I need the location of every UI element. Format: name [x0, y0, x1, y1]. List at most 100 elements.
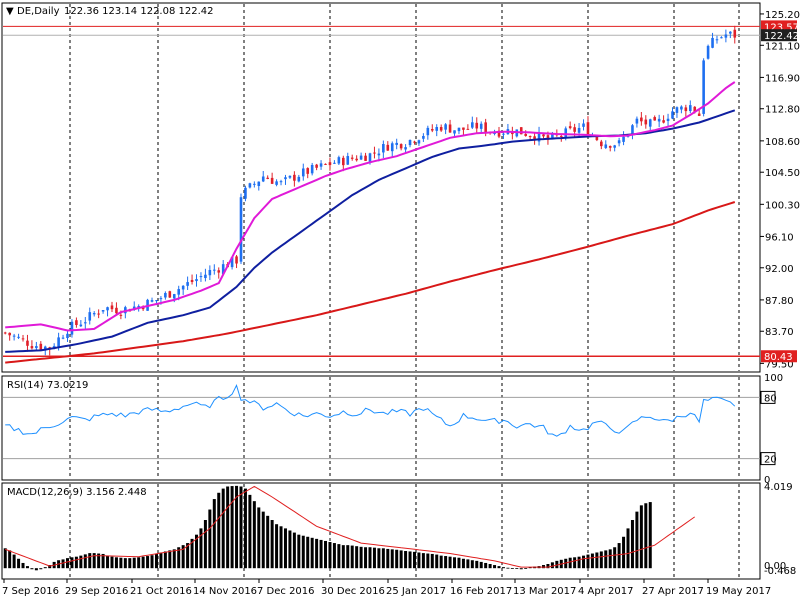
macd-bar-29 — [132, 557, 136, 569]
macd-bar-110 — [493, 565, 497, 569]
candle-body-150 — [671, 111, 674, 119]
candle-body-69 — [310, 164, 314, 174]
candle-body-54 — [244, 187, 247, 199]
macd-bar-32 — [146, 556, 150, 569]
candle-body-147 — [657, 118, 661, 122]
x-label-3: 14 Nov 2016 — [193, 586, 257, 597]
macd-bar-99 — [444, 556, 448, 569]
price-label-1: 122.42 — [764, 31, 799, 42]
macd-bar-85 — [381, 548, 385, 569]
rsi-title: RSI(14) 73.0219 — [7, 380, 88, 391]
candle-body-101 — [453, 130, 456, 134]
macd-bar-75 — [337, 544, 341, 569]
candle-body-15 — [70, 321, 74, 335]
candle-body-58 — [261, 176, 265, 182]
macd-bar-36 — [163, 551, 167, 569]
ma-long-line — [5, 201, 736, 364]
macd-bar-50 — [226, 486, 230, 569]
macd-bar-127 — [568, 557, 572, 569]
candle-body-118 — [528, 136, 532, 138]
macd-bar-98 — [439, 555, 443, 569]
candle-body-2 — [12, 335, 16, 337]
x-label-5: 30 Dec 2016 — [321, 586, 385, 597]
candle-body-68 — [306, 168, 310, 174]
candle-body-79 — [355, 158, 358, 161]
vertical-gridlines — [69, 4, 740, 578]
macd-bar-74 — [332, 543, 336, 569]
candle-body-131 — [586, 122, 590, 136]
candle-body-102 — [457, 127, 461, 132]
candle-body-161 — [720, 37, 723, 39]
macd-bar-3 — [17, 558, 21, 569]
macd-bar-115 — [515, 568, 519, 569]
macd-bar-34 — [154, 553, 158, 569]
candle-body-26 — [119, 314, 123, 316]
candle-body-53 — [239, 197, 243, 262]
macd-bar-81 — [364, 547, 368, 569]
candle-body-5 — [26, 340, 29, 346]
macd-bar-71 — [319, 539, 323, 569]
candle-body-143 — [640, 117, 643, 122]
candle-body-127 — [568, 126, 572, 129]
candle-body-6 — [30, 346, 34, 349]
macd-bar-14 — [66, 558, 70, 569]
macd-bar-5 — [25, 566, 29, 569]
macd-bar-123 — [550, 562, 554, 569]
candle-body-145 — [648, 119, 652, 127]
macd-bar-117 — [524, 568, 528, 569]
macd-bar-44 — [199, 528, 203, 569]
macd-bar-141 — [630, 520, 634, 569]
macd-bar-140 — [626, 528, 630, 569]
macd-bar-84 — [377, 548, 381, 569]
macd-bar-86 — [386, 548, 390, 569]
macd-bar-108 — [484, 562, 488, 569]
candle-body-51 — [230, 257, 234, 268]
price-tick-label-4: 108.60 — [765, 137, 800, 148]
macd-bar-52 — [235, 485, 239, 569]
x-label-10: 27 Apr 2017 — [642, 586, 704, 597]
macd-bar-48 — [217, 492, 221, 569]
candle-body-117 — [524, 133, 527, 136]
candle-body-154 — [688, 105, 692, 112]
x-label-11: 19 May 2017 — [706, 586, 771, 597]
candle-body-42 — [190, 279, 194, 282]
candle-body-4 — [21, 338, 25, 340]
candle-body-76 — [342, 157, 345, 166]
macd-bar-88 — [395, 549, 399, 569]
macd-bar-24 — [110, 556, 114, 569]
price-label-0: 123.57 — [764, 22, 799, 33]
macd-bar-58 — [261, 511, 265, 569]
macd-bar-105 — [470, 560, 474, 569]
rsi-line — [5, 384, 736, 437]
macd-bar-87 — [390, 549, 394, 569]
candle-body-49 — [221, 264, 225, 275]
macd-bar-0 — [3, 548, 7, 569]
candle-body-125 — [559, 135, 563, 137]
candle-body-92 — [413, 141, 416, 143]
macd-bar-37 — [168, 550, 172, 569]
candle-body-37 — [168, 291, 172, 298]
candle-body-153 — [684, 107, 688, 112]
candle-body-41 — [186, 282, 189, 286]
macd-bar-27 — [123, 558, 127, 569]
candle-body-85 — [382, 144, 385, 153]
macd-bar-21 — [97, 553, 101, 569]
macd-bar-95 — [426, 553, 430, 569]
candle-body-19 — [88, 312, 92, 321]
candle-body-16 — [75, 320, 78, 326]
candle-body-59 — [266, 177, 269, 179]
macd-bar-23 — [106, 555, 110, 569]
macd-bar-135 — [604, 550, 608, 569]
macd-bar-143 — [639, 505, 643, 569]
macd-bar-64 — [288, 530, 292, 569]
macd-tick-label-2: -0.468 — [764, 566, 796, 577]
candle-body-47 — [213, 269, 216, 271]
chart-header-arrow-icon[interactable]: ▼ — [6, 6, 14, 17]
candle-body-66 — [297, 176, 301, 182]
price-label-box-2 — [761, 350, 797, 363]
macd-bar-17 — [79, 555, 83, 569]
candle-body-99 — [444, 124, 447, 130]
macd-bar-130 — [582, 555, 586, 569]
macd-bar-61 — [275, 524, 279, 569]
